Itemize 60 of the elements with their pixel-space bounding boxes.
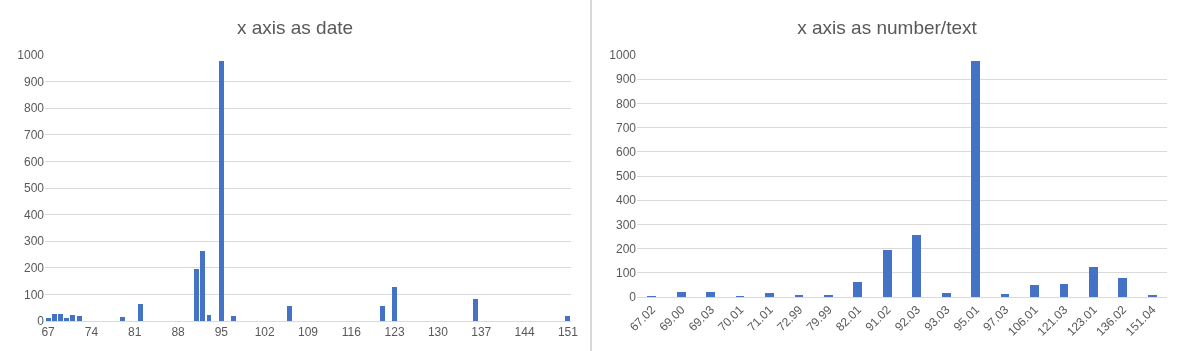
bar [823, 294, 833, 297]
bar [379, 305, 385, 321]
x-tick-label: 144 [514, 325, 535, 340]
y-tick-label: 600 [23, 154, 45, 169]
y-tick-label: 100 [615, 266, 637, 280]
bar [231, 316, 237, 321]
y-tick-label: 1000 [609, 48, 637, 63]
bar [76, 316, 82, 321]
y-tick-label: 700 [23, 128, 45, 142]
y-tick-label: 400 [23, 207, 45, 222]
bar [286, 306, 292, 321]
x-tick-label: 67 [41, 325, 56, 340]
bar [119, 317, 125, 321]
bar [1059, 284, 1069, 297]
chart-title: x axis as number/text [797, 17, 978, 39]
y-tick-label: 1000 [17, 48, 45, 63]
y-tick-label: 500 [615, 169, 637, 184]
bar [941, 292, 951, 297]
x-tick-label: 137 [471, 325, 492, 340]
y-tick-label: 400 [615, 193, 637, 208]
bar [676, 291, 686, 297]
x-tick-label: 151 [557, 325, 579, 340]
x-tick-label: 74 [84, 325, 99, 340]
x-tick-label: 88 [171, 325, 186, 340]
y-tick-label: 0 [629, 290, 637, 305]
y-tick-label: 700 [615, 120, 637, 135]
x-tick-label: 109 [297, 325, 319, 340]
bar [1030, 285, 1039, 297]
bar [1088, 266, 1098, 297]
y-tick-label: 900 [23, 74, 45, 89]
y-tick-label: 600 [615, 145, 637, 159]
x-tick-label: 116 [341, 325, 362, 340]
x-tick-label: 102 [254, 325, 276, 340]
x-tick-label: 130 [427, 325, 449, 340]
bar [971, 61, 981, 297]
bar [882, 250, 892, 297]
bar [912, 234, 922, 297]
chart-title: x axis as date [236, 17, 354, 39]
x-tick-label: 95 [214, 325, 229, 340]
y-tick-label: 900 [615, 72, 637, 87]
bar [472, 299, 478, 321]
bar [853, 282, 863, 297]
bar [706, 291, 716, 297]
y-tick-label: 800 [615, 96, 637, 111]
x-tick-label: 81 [128, 325, 142, 340]
bar [138, 303, 144, 321]
x-tick-label: 123 [384, 325, 405, 340]
bar [765, 292, 774, 297]
bar [1118, 278, 1128, 297]
y-tick-label: 100 [23, 287, 45, 302]
y-tick-label: 200 [23, 261, 45, 275]
y-tick-label: 500 [23, 181, 45, 196]
bar [218, 60, 224, 321]
y-tick-label: 300 [23, 234, 45, 249]
y-tick-label: 200 [615, 241, 637, 256]
bar [392, 286, 398, 321]
y-tick-label: 300 [615, 217, 637, 232]
bar [565, 316, 571, 321]
y-tick-label: 800 [23, 101, 45, 116]
bar [1147, 294, 1157, 297]
